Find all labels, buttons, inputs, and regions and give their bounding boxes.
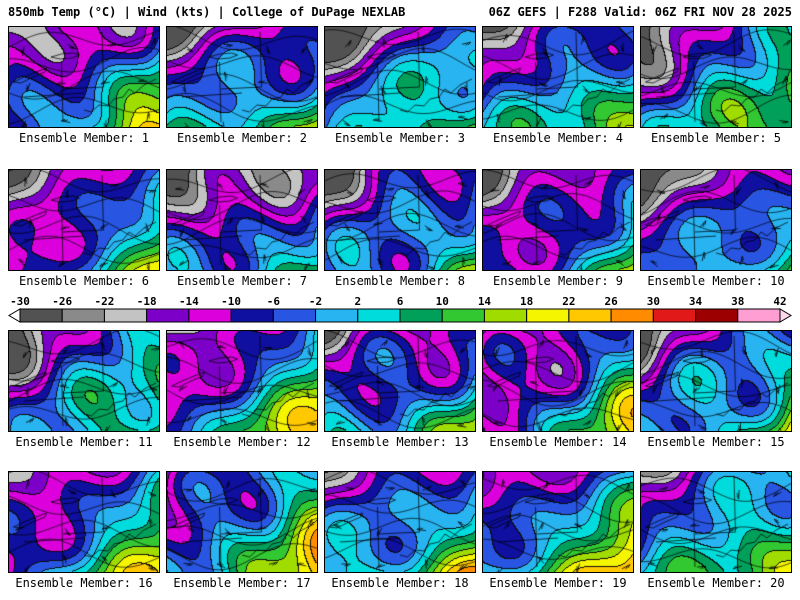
colorbar-tick-label: 42 <box>773 295 786 308</box>
ensemble-map-canvas-8 <box>324 169 476 271</box>
ensemble-map-canvas-6 <box>8 169 160 271</box>
colorbar-tick-label: 14 <box>478 295 492 308</box>
ensemble-member-label: Ensemble Member: 11 <box>15 435 153 449</box>
ensemble-panel-3: Ensemble Member: 3 <box>324 26 476 145</box>
ensemble-member-label: Ensemble Member: 1 <box>18 131 150 145</box>
ensemble-panel-7: Ensemble Member: 7 <box>166 169 318 288</box>
ensemble-panel-18: Ensemble Member: 18 <box>324 471 476 590</box>
ensemble-member-label: Ensemble Member: 7 <box>176 274 308 288</box>
ensemble-map-canvas-20 <box>640 471 792 573</box>
colorbar-tick-label: 34 <box>689 295 703 308</box>
ensemble-map-canvas-1 <box>8 26 160 128</box>
ensemble-map-canvas-11 <box>8 330 160 432</box>
ensemble-map-canvas-12 <box>166 330 318 432</box>
ensemble-member-label: Ensemble Member: 13 <box>331 435 469 449</box>
ensemble-member-label: Ensemble Member: 10 <box>647 274 785 288</box>
ensemble-map-canvas-13 <box>324 330 476 432</box>
ensemble-row-4: Ensemble Member: 16 Ensemble Member: 17 En… <box>0 471 800 590</box>
ensemble-panel-4: Ensemble Member: 4 <box>482 26 634 145</box>
header-title-left: 850mb Temp (°C) | Wind (kts) | College o… <box>8 5 406 19</box>
ensemble-map-canvas-4 <box>482 26 634 128</box>
colorbar-tick-label: 30 <box>647 295 660 308</box>
colorbar-tick-label: 18 <box>520 295 533 308</box>
ensemble-map-canvas-18 <box>324 471 476 573</box>
ensemble-member-label: Ensemble Member: 17 <box>173 576 311 590</box>
ensemble-map-canvas-15 <box>640 330 792 432</box>
colorbar-tick-label: -14 <box>179 295 199 308</box>
ensemble-map-canvas-9 <box>482 169 634 271</box>
ensemble-panel-15: Ensemble Member: 15 <box>640 330 792 449</box>
ensemble-panel-14: Ensemble Member: 14 <box>482 330 634 449</box>
ensemble-panel-6: Ensemble Member: 6 <box>8 169 160 288</box>
ensemble-map-canvas-17 <box>166 471 318 573</box>
ensemble-member-label: Ensemble Member: 8 <box>334 274 466 288</box>
ensemble-member-label: Ensemble Member: 14 <box>489 435 627 449</box>
colorbar-tick-label: -6 <box>267 295 281 308</box>
colorbar-tick-label: 2 <box>354 295 361 308</box>
header: 850mb Temp (°C) | Wind (kts) | College o… <box>0 0 800 21</box>
ensemble-map-canvas-7 <box>166 169 318 271</box>
ensemble-member-label: Ensemble Member: 16 <box>15 576 153 590</box>
colorbar-tick-label: 10 <box>436 295 449 308</box>
colorbar-tick-label: -10 <box>221 295 241 308</box>
colorbar-tick-label: -26 <box>52 295 72 308</box>
ensemble-map-canvas-14 <box>482 330 634 432</box>
ensemble-panel-12: Ensemble Member: 12 <box>166 330 318 449</box>
ensemble-member-label: Ensemble Member: 9 <box>492 274 624 288</box>
ensemble-member-label: Ensemble Member: 15 <box>647 435 785 449</box>
colorbar-left-arrow <box>8 308 21 323</box>
ensemble-panel-1: Ensemble Member: 1 <box>8 26 160 145</box>
ensemble-panel-5: Ensemble Member: 5 <box>640 26 792 145</box>
ensemble-panel-19: Ensemble Member: 19 <box>482 471 634 590</box>
ensemble-map-canvas-5 <box>640 26 792 128</box>
colorbar-tick-label: -30 <box>10 295 30 308</box>
colorbar: -30 -26 -22 -18 -14 -10 -6 -2 2 6 10 14 18 22 26 30 34 38… <box>0 294 800 326</box>
ensemble-member-label: Ensemble Member: 5 <box>650 131 782 145</box>
ensemble-member-label: Ensemble Member: 18 <box>331 576 469 590</box>
ensemble-panel-8: Ensemble Member: 8 <box>324 169 476 288</box>
ensemble-panel-11: Ensemble Member: 11 <box>8 330 160 449</box>
ensemble-row-2: Ensemble Member: 6 Ensemble Member: 7 Ense… <box>0 169 800 288</box>
colorbar-tick-label: -2 <box>309 295 322 308</box>
ensemble-panel-10: Ensemble Member: 10 <box>640 169 792 288</box>
colorbar-tick-label: -18 <box>137 295 157 308</box>
ensemble-panel-2: Ensemble Member: 2 <box>166 26 318 145</box>
ensemble-member-label: Ensemble Member: 19 <box>489 576 627 590</box>
header-title-right: 06Z GEFS | F288 Valid: 06Z FRI NOV 28 20… <box>488 5 792 19</box>
ensemble-map-canvas-3 <box>324 26 476 128</box>
colorbar-svg: -30 -26 -22 -18 -14 -10 -6 -2 2 6 10 14 18 22 26 30 34 38… <box>8 295 792 323</box>
colorbar-tick-label: 26 <box>604 295 618 308</box>
ensemble-panel-20: Ensemble Member: 20 <box>640 471 792 590</box>
ensemble-member-label: Ensemble Member: 6 <box>18 274 150 288</box>
colorbar-tick-label: 22 <box>562 295 575 308</box>
ensemble-member-label: Ensemble Member: 4 <box>492 131 624 145</box>
ensemble-panel-16: Ensemble Member: 16 <box>8 471 160 590</box>
ensemble-map-canvas-16 <box>8 471 160 573</box>
ensemble-row-1: Ensemble Member: 1 Ensemble Member: 2 Ense… <box>0 26 800 145</box>
ensemble-member-label: Ensemble Member: 20 <box>647 576 785 590</box>
ensemble-member-label: Ensemble Member: 2 <box>176 131 308 145</box>
ensemble-map-canvas-19 <box>482 471 634 573</box>
ensemble-member-label: Ensemble Member: 12 <box>173 435 311 449</box>
ensemble-member-label: Ensemble Member: 3 <box>334 131 466 145</box>
ensemble-map-canvas-2 <box>166 26 318 128</box>
colorbar-tick-label: -22 <box>95 295 115 308</box>
colorbar-tick-label: 38 <box>731 295 744 308</box>
colorbar-right-arrow <box>779 308 792 323</box>
ensemble-panel-13: Ensemble Member: 13 <box>324 330 476 449</box>
ensemble-row-3: Ensemble Member: 11 Ensemble Member: 12 En… <box>0 330 800 449</box>
ensemble-map-canvas-10 <box>640 169 792 271</box>
ensemble-panel-9: Ensemble Member: 9 <box>482 169 634 288</box>
colorbar-tick-label: 6 <box>397 295 404 308</box>
ensemble-panel-17: Ensemble Member: 17 <box>166 471 318 590</box>
